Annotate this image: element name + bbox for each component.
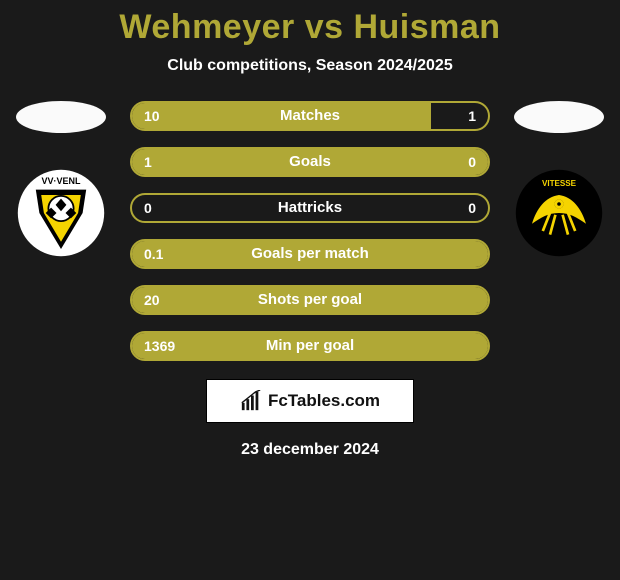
team-badge-right: VITESSE	[509, 163, 609, 263]
stat-row: 0Hattricks0	[130, 193, 490, 223]
stat-label: Hattricks	[132, 195, 488, 221]
stats-bars: 10Matches11Goals00Hattricks00.1Goals per…	[130, 101, 490, 361]
page-title: Wehmeyer vs Huisman	[0, 8, 620, 47]
stat-row: 0.1Goals per match	[130, 239, 490, 269]
player-left-col: VV·VENL	[6, 101, 116, 263]
subtitle: Club competitions, Season 2024/2025	[0, 57, 620, 75]
fctables-logo-icon	[240, 390, 262, 412]
attribution-text: FcTables.com	[268, 391, 380, 411]
stat-label: Shots per goal	[132, 287, 488, 313]
stat-label: Goals per match	[132, 241, 488, 267]
svg-text:VV·VENL: VV·VENL	[41, 176, 81, 186]
stat-row: 10Matches1	[130, 101, 490, 131]
attribution-box: FcTables.com	[206, 379, 414, 423]
player-right-col: VITESSE	[504, 101, 614, 263]
stat-row: 1369Min per goal	[130, 331, 490, 361]
vv-venlo-badge-icon: VV·VENL	[16, 168, 106, 258]
date-label: 23 december 2024	[0, 441, 620, 459]
stat-value-right: 1	[468, 103, 476, 129]
stat-row: 20Shots per goal	[130, 285, 490, 315]
svg-text:VITESSE: VITESSE	[542, 179, 577, 188]
vitesse-badge-icon: VITESSE	[514, 168, 604, 258]
stat-value-right: 0	[468, 195, 476, 221]
compare-area: VV·VENL VITESSE	[0, 101, 620, 361]
team-badge-left: VV·VENL	[11, 163, 111, 263]
player-left-avatar	[16, 101, 106, 133]
stat-row: 1Goals0	[130, 147, 490, 177]
player-right-avatar	[514, 101, 604, 133]
stat-label: Min per goal	[132, 333, 488, 359]
stat-value-right: 0	[468, 149, 476, 175]
stat-label: Goals	[132, 149, 488, 175]
stat-label: Matches	[132, 103, 488, 129]
